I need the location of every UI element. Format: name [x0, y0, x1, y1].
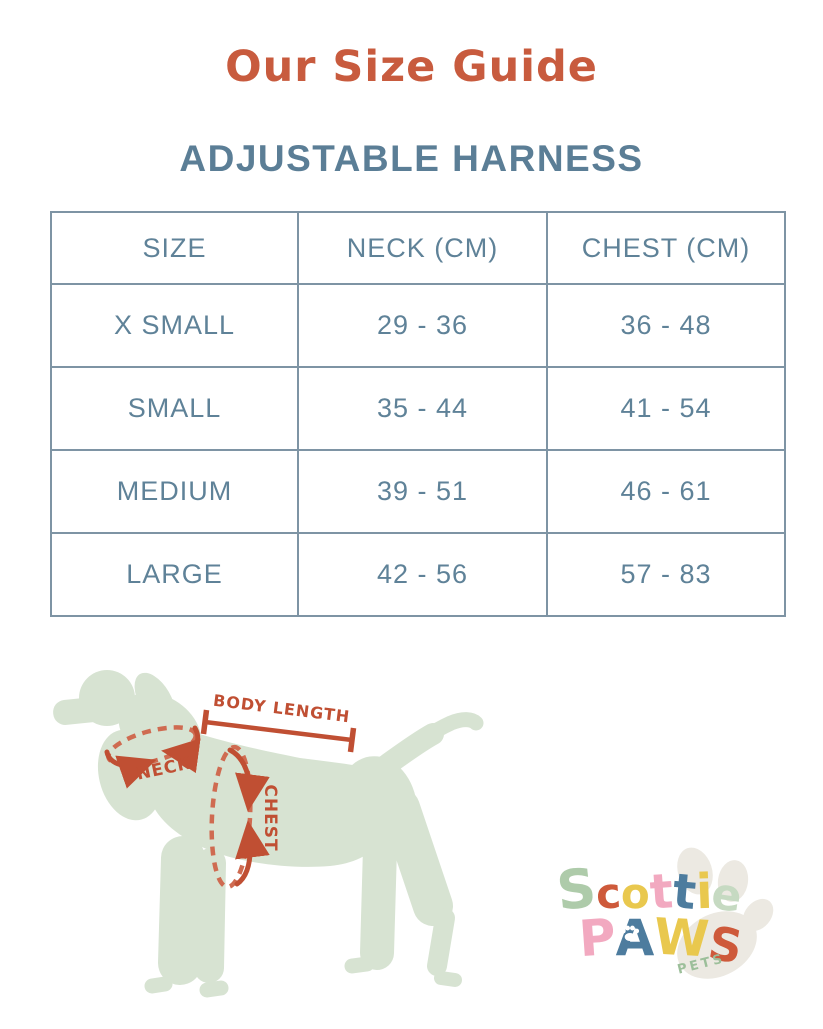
cell-chest: 57 - 83 [546, 532, 786, 617]
table-row: MEDIUM 39 - 51 46 - 61 [50, 449, 786, 534]
body-length-label: BODY LENGTH [212, 691, 351, 727]
size-table-header-row: SIZE NECK (CM) CHEST (CM) [50, 211, 786, 285]
cell-size: X SMALL [50, 283, 299, 368]
page-title: Our Size Guide [225, 42, 598, 92]
header-size: SIZE [50, 211, 299, 285]
page-subtitle: ADJUSTABLE HARNESS [179, 138, 644, 179]
brand-logo: Scottie PAWS PETS [545, 833, 795, 1003]
logo-letter: P [577, 907, 618, 969]
chest-measure-annotation: CHEST [209, 744, 280, 890]
cell-neck: 42 - 56 [297, 532, 548, 617]
header-chest: CHEST (CM) [546, 211, 786, 285]
cell-chest: 46 - 61 [546, 449, 786, 534]
cell-neck: 39 - 51 [297, 449, 548, 534]
cell-size: SMALL [50, 366, 299, 451]
cell-chest: 36 - 48 [546, 283, 786, 368]
cell-size: LARGE [50, 532, 299, 617]
cell-neck: 29 - 36 [297, 283, 548, 368]
size-table: SIZE NECK (CM) CHEST (CM) X SMALL 29 - 3… [50, 211, 786, 617]
table-row: SMALL 35 - 44 41 - 54 [50, 366, 786, 451]
cell-neck: 35 - 44 [297, 366, 548, 451]
table-row: LARGE 42 - 56 57 - 83 [50, 532, 786, 617]
mini-paw-icon [620, 925, 640, 941]
header-neck: NECK (CM) [297, 211, 548, 285]
chest-dashed-ellipse [209, 744, 253, 890]
paw-print-icon [677, 847, 774, 979]
dog-measurement-diagram: NECK BODY LENGTH CHEST [53, 670, 484, 998]
table-row: X SMALL 29 - 36 36 - 48 [50, 283, 786, 368]
cell-chest: 41 - 54 [546, 366, 786, 451]
chest-label: CHEST [260, 784, 280, 851]
cell-size: MEDIUM [50, 449, 299, 534]
